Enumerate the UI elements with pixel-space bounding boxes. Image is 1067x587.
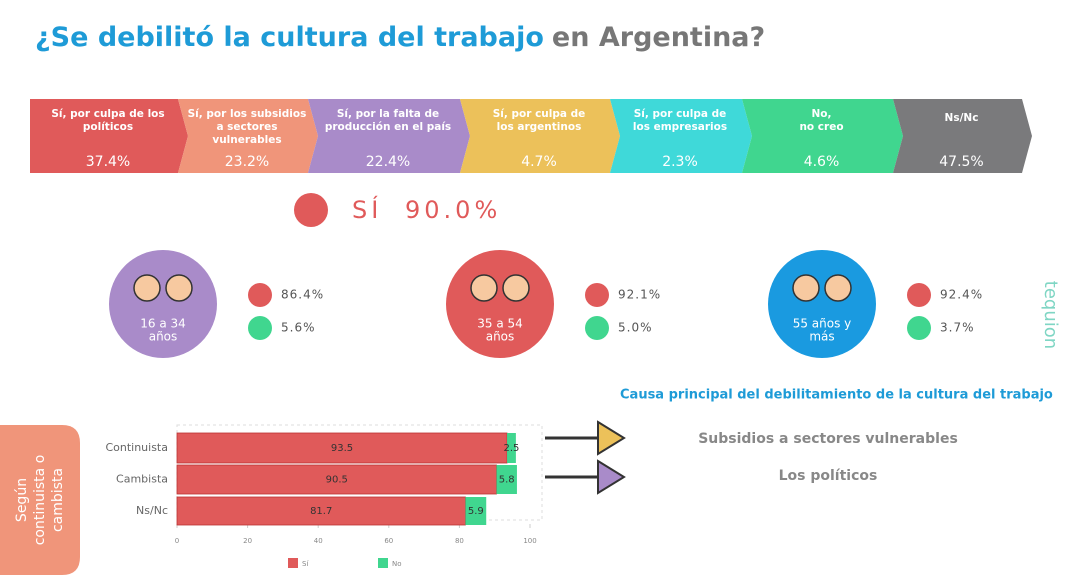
bar-label: 5.8 bbox=[499, 475, 515, 486]
age-circle bbox=[768, 250, 876, 358]
no-dot bbox=[585, 316, 609, 340]
title-part2: en Argentina? bbox=[552, 22, 765, 53]
segment bbox=[610, 99, 752, 173]
si-pct: 86.4% bbox=[281, 288, 324, 302]
si-pct: 92.1% bbox=[618, 288, 661, 302]
age-circle bbox=[446, 250, 554, 358]
face bbox=[165, 274, 193, 302]
total-label: SÍ bbox=[352, 195, 382, 224]
segment-label: a sectores bbox=[216, 121, 277, 133]
legend-swatch bbox=[288, 558, 298, 568]
segment bbox=[178, 99, 318, 173]
segment-label: Sí, por la falta de bbox=[337, 108, 439, 120]
segment bbox=[308, 99, 470, 173]
bar bbox=[176, 496, 466, 526]
segment-label: los argentinos bbox=[497, 121, 582, 133]
bar-label: 90.5 bbox=[326, 475, 348, 486]
arrow-head bbox=[597, 420, 626, 456]
segment-label: políticos bbox=[83, 121, 133, 133]
side-label: Según bbox=[14, 478, 30, 522]
age-label: años bbox=[486, 330, 515, 344]
x-tick-label: 100 bbox=[523, 537, 536, 545]
segment-label: los empresarios bbox=[633, 121, 727, 133]
segment-label: Sí, por culpa de bbox=[634, 108, 727, 120]
side-box bbox=[0, 425, 80, 575]
face bbox=[824, 274, 852, 302]
x-tick-label: 80 bbox=[455, 537, 464, 545]
segment-label: vulnerables bbox=[212, 134, 281, 146]
segment bbox=[893, 99, 1032, 173]
segment-value: 2.3% bbox=[662, 154, 698, 170]
total-value: 90.0% bbox=[405, 196, 501, 224]
illustrations bbox=[133, 274, 852, 302]
segment-value: 4.7% bbox=[521, 154, 557, 170]
x-tick-label: 40 bbox=[314, 537, 323, 545]
title: ¿Se debilitó la cultura del trabajo en Ar… bbox=[35, 22, 765, 53]
bar-label: 93.5 bbox=[331, 443, 353, 454]
segment bbox=[742, 99, 903, 173]
si-dot bbox=[585, 283, 609, 307]
face bbox=[502, 274, 530, 302]
category-label: Cambista bbox=[116, 473, 168, 486]
age-label: 35 a 54 bbox=[477, 317, 523, 331]
side-label: cambista bbox=[50, 468, 66, 532]
segment-label: producción en el país bbox=[325, 121, 451, 133]
bar bbox=[176, 432, 508, 464]
age-label: 16 a 34 bbox=[140, 317, 186, 331]
no-dot bbox=[248, 316, 272, 340]
total-dot bbox=[294, 193, 328, 227]
category-label: Ns/Nc bbox=[136, 504, 168, 517]
category-label: Continuista bbox=[105, 441, 168, 454]
face bbox=[792, 274, 820, 302]
segment-label: No, bbox=[812, 108, 832, 120]
cause: Subsidios a sectores vulnerables bbox=[698, 431, 958, 447]
age-label: años bbox=[149, 330, 178, 344]
age-label: 55 años y bbox=[793, 317, 852, 331]
side-label: continuista o bbox=[32, 455, 48, 546]
title-part1: ¿Se debilitó la cultura del trabajo bbox=[35, 22, 544, 53]
legend-swatch bbox=[378, 558, 388, 568]
legend-label: Sí bbox=[302, 560, 309, 568]
face bbox=[470, 274, 498, 302]
legend-label: No bbox=[392, 560, 402, 568]
face bbox=[133, 274, 161, 302]
bar bbox=[496, 465, 517, 494]
bar-label: 5.9 bbox=[468, 506, 484, 517]
x-tick-label: 60 bbox=[384, 537, 393, 545]
segment-value: 23.2% bbox=[225, 154, 269, 170]
bar bbox=[507, 433, 516, 463]
cause-title: Causa principal del debilitamiento de la… bbox=[620, 388, 1053, 403]
si-dot bbox=[907, 283, 931, 307]
bar-label: 2.5 bbox=[504, 443, 520, 454]
age-label: más bbox=[809, 330, 834, 344]
no-dot bbox=[907, 316, 931, 340]
no-pct: 5.6% bbox=[281, 321, 316, 335]
segment-label: no creo bbox=[799, 121, 843, 133]
age-circle bbox=[109, 250, 217, 358]
si-pct: 92.4% bbox=[940, 288, 983, 302]
segment-label: Sí, por los subsidios bbox=[188, 108, 307, 120]
no-pct: 5.0% bbox=[618, 321, 653, 335]
segment-value: 22.4% bbox=[366, 154, 410, 170]
segment-label: Ns/Nc bbox=[945, 112, 979, 124]
segment-label: Sí, por culpa de bbox=[493, 108, 586, 120]
x-tick-label: 0 bbox=[175, 537, 179, 545]
segment-value: 4.6% bbox=[804, 154, 840, 170]
bar bbox=[176, 464, 497, 495]
arrow-head bbox=[597, 459, 626, 495]
segment bbox=[30, 99, 188, 173]
si-dot bbox=[248, 283, 272, 307]
cause: Los políticos bbox=[779, 468, 878, 484]
x-tick-label: 20 bbox=[243, 537, 252, 545]
segment-label: Sí, por culpa de los bbox=[51, 108, 164, 120]
segment-value: 47.5% bbox=[939, 154, 983, 170]
segment bbox=[460, 99, 620, 173]
bar-label: 81.7 bbox=[310, 506, 332, 517]
brand: tequion bbox=[1040, 281, 1061, 349]
no-pct: 3.7% bbox=[940, 321, 975, 335]
segment-value: 37.4% bbox=[86, 154, 130, 170]
bar bbox=[465, 497, 487, 525]
